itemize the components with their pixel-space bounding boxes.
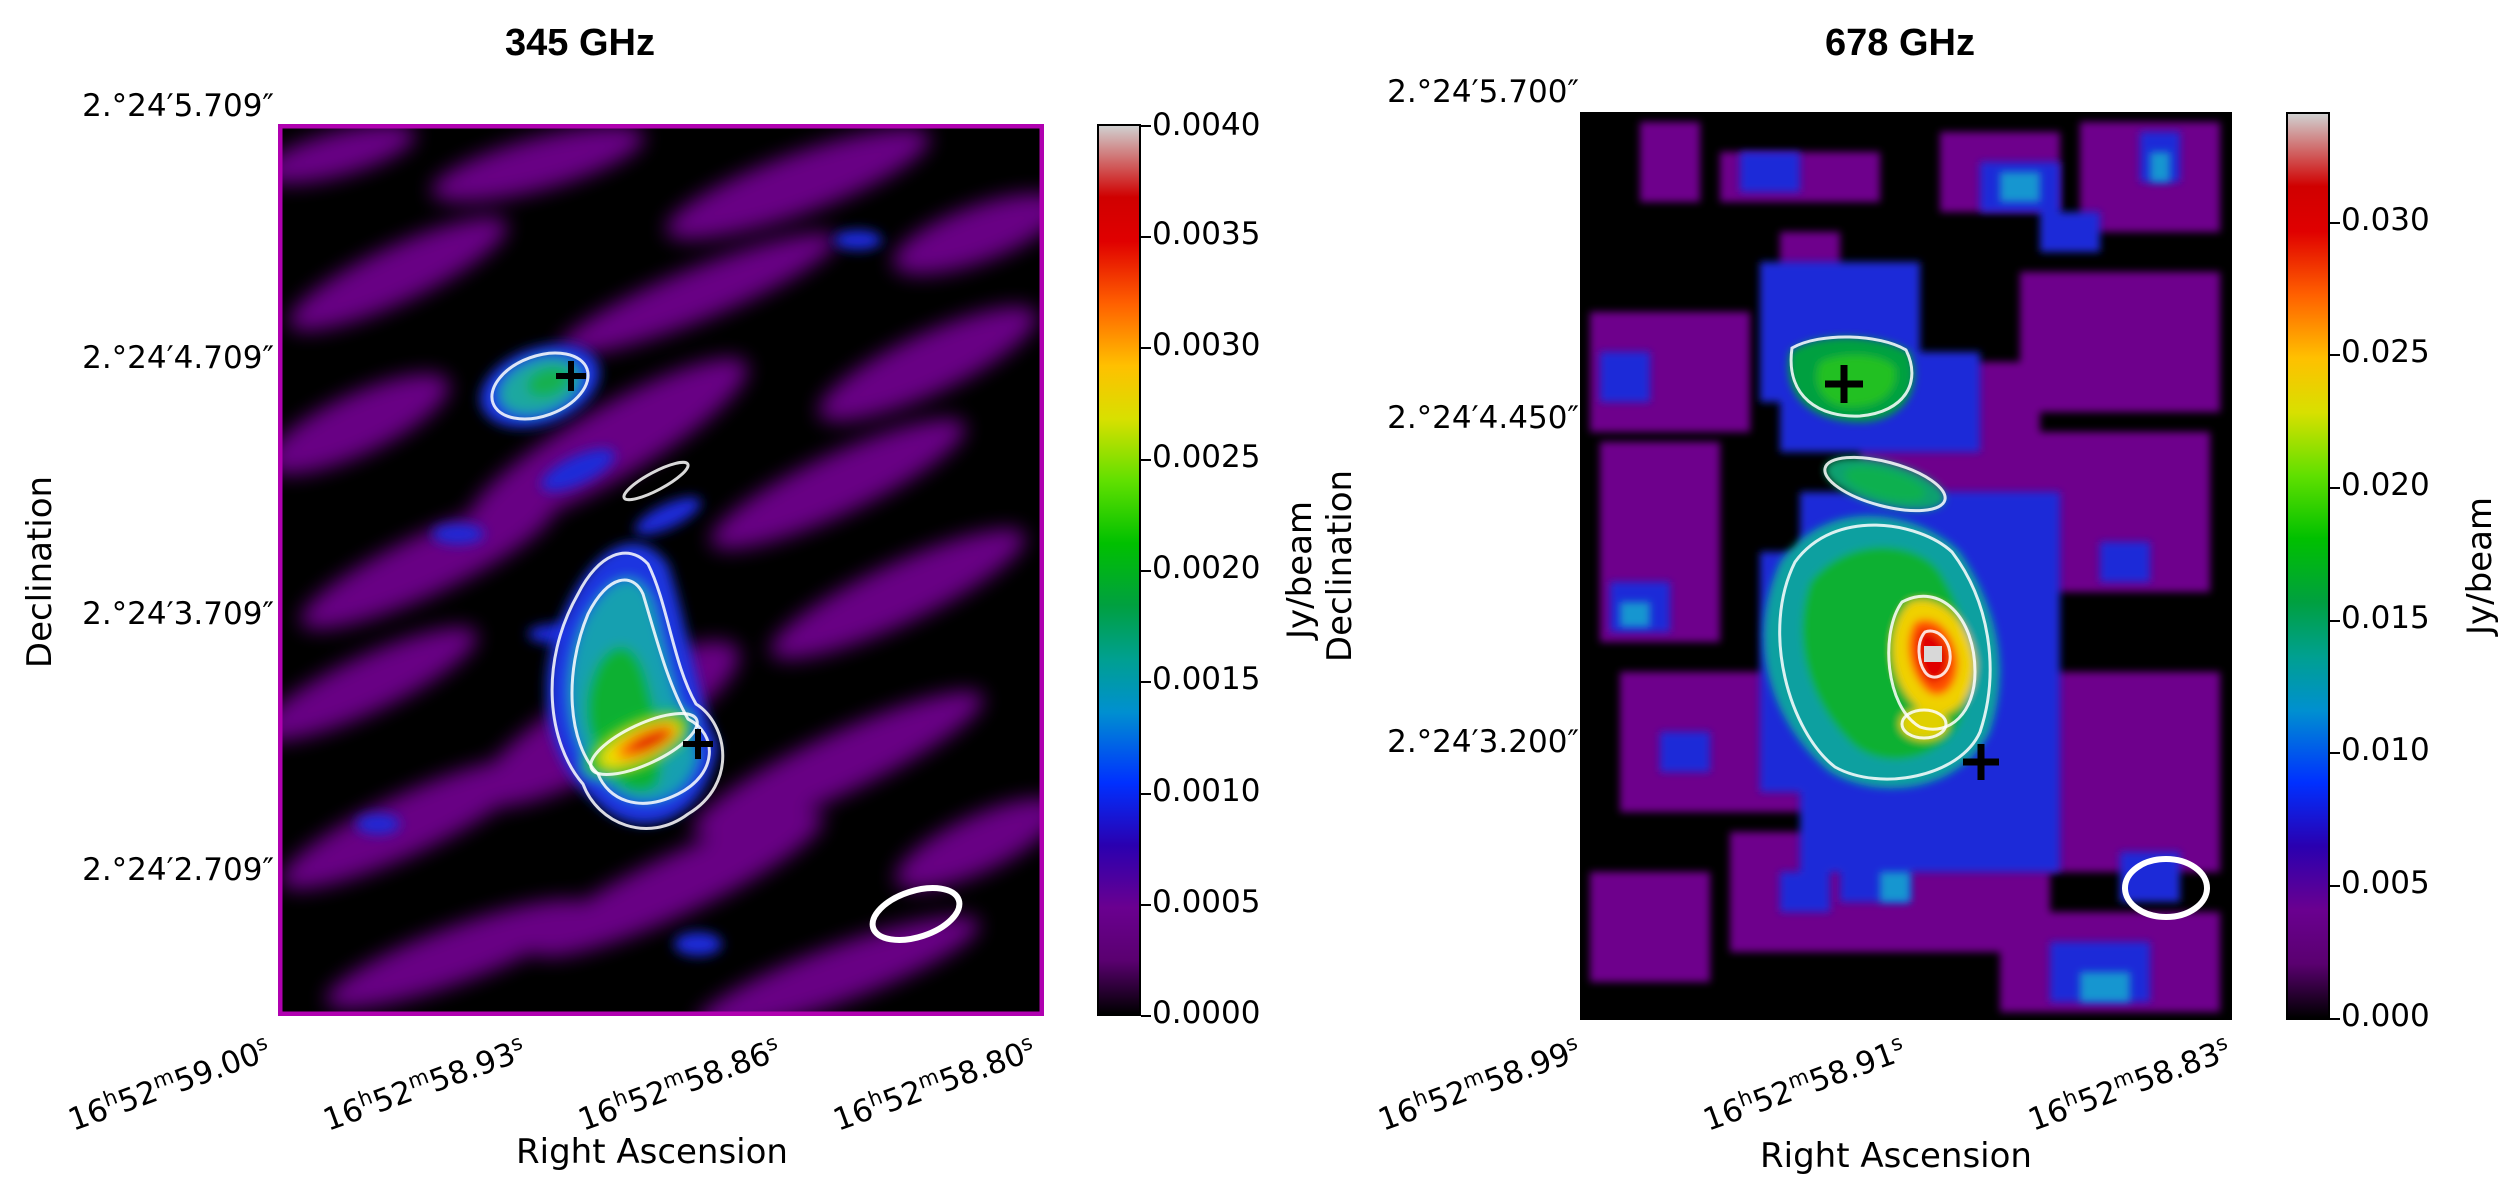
panel2-cbtick: 0.020 — [2341, 467, 2430, 503]
panel1-colorbar-label: Jy/beam — [1280, 500, 1320, 640]
panel1-ytick: 2.°24′4.709″ — [82, 340, 274, 376]
panel1-xtick: 16h52m58.93s — [318, 1030, 526, 1139]
panel2-ytick: 2.°24′3.200″ — [1387, 724, 1579, 760]
panel2-xtick: 16h52m58.99s — [1373, 1030, 1581, 1139]
panel1-xtick: 16h52m59.00s — [63, 1030, 271, 1139]
panel2-title: 678 GHz — [1825, 22, 1975, 64]
panel1-cbtick: 0.0000 — [1152, 995, 1261, 1031]
panel1-map-svg — [278, 124, 1044, 1016]
panel2-colorbar — [2286, 112, 2330, 1020]
panel1-ytick: 2.°24′2.709″ — [82, 852, 274, 888]
panel2-cbtick: 0.010 — [2341, 732, 2430, 768]
panel2-ytick: 2.°24′5.700″ — [1387, 74, 1579, 110]
panel2-ylabel: Declination — [1320, 469, 1360, 663]
panel1-cbtick: 0.0020 — [1152, 550, 1261, 586]
panel2-map — [1580, 112, 2232, 1020]
panel1-title: 345 GHz — [505, 22, 655, 64]
panel2-ytick: 2.°24′4.450″ — [1387, 400, 1579, 436]
panel2-xtick: 16h52m58.91s — [1698, 1030, 1906, 1139]
panel2-xlabel: Right Ascension — [1760, 1136, 2032, 1176]
panel2-cbtick: 0.030 — [2341, 202, 2430, 238]
panel1-beam — [869, 885, 963, 943]
panel2-marker-2 — [1963, 744, 1999, 780]
panel1-marker-1 — [556, 361, 586, 391]
panel2-beam — [2122, 856, 2210, 920]
panel2-marker-1 — [1825, 365, 1863, 403]
panel2-cbtick: 0.000 — [2341, 998, 2430, 1034]
panel1-xtick: 16h52m58.80s — [828, 1030, 1036, 1139]
panel1-xlabel: Right Ascension — [516, 1132, 788, 1172]
panel1-xtick: 16h52m58.86s — [573, 1030, 781, 1139]
panel1-ytick: 2.°24′5.709″ — [82, 88, 274, 124]
panel2-map-svg — [1580, 112, 2232, 1020]
panel1-map — [278, 124, 1044, 1016]
panel1-cbtick: 0.0035 — [1152, 216, 1261, 252]
panel1-marker-2 — [683, 729, 713, 759]
panel1-cbtick: 0.0030 — [1152, 327, 1261, 363]
panel2-cbtick: 0.005 — [2341, 865, 2430, 901]
panel1-frame — [278, 124, 1044, 1016]
panel2-cbtick: 0.025 — [2341, 334, 2430, 370]
panel1-ylabel: Declination — [20, 475, 60, 669]
panel1-cbtick: 0.0025 — [1152, 439, 1261, 475]
panel1-cbtick: 0.0010 — [1152, 773, 1261, 809]
panel1-cbtick: 0.0005 — [1152, 884, 1261, 920]
panel2-colorbar-label: Jy/beam — [2460, 496, 2500, 636]
panel1-cbtick: 0.0040 — [1152, 107, 1261, 143]
panel1-ytick: 2.°24′3.709″ — [82, 596, 274, 632]
panel2-xtick: 16h52m58.83s — [2023, 1030, 2231, 1139]
panel1-colorbar — [1097, 124, 1141, 1016]
panel2-cbtick: 0.015 — [2341, 600, 2430, 636]
panel1-cbtick: 0.0015 — [1152, 661, 1261, 697]
